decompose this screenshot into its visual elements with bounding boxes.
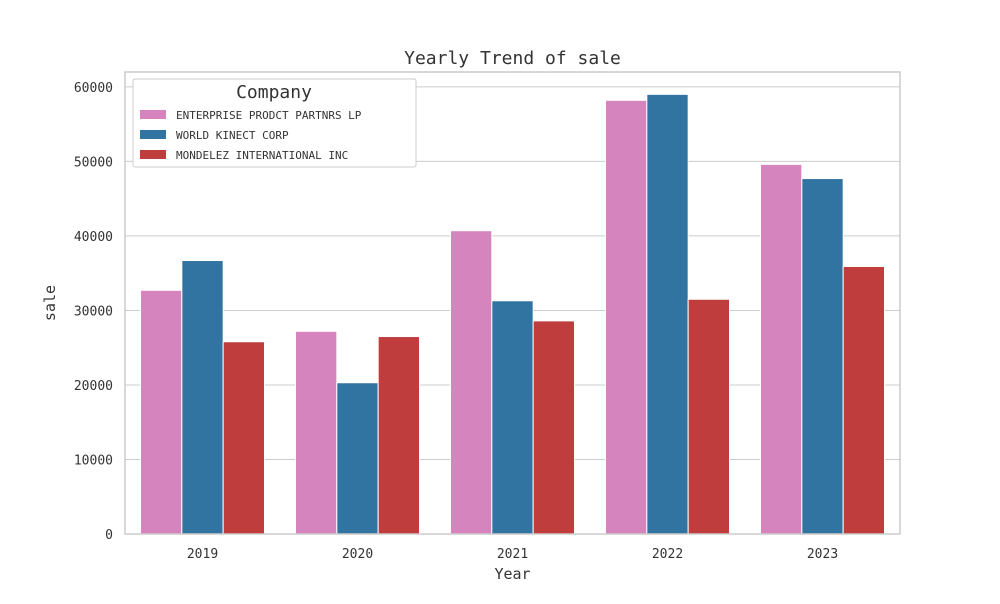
- bar-2021-series-3: [532, 320, 576, 535]
- legend-title: Company: [236, 82, 312, 103]
- y-tick-label: 30000: [74, 304, 113, 319]
- legend-swatch: [140, 150, 166, 159]
- x-tick-labels: 2019 2020 2021 2022 2023: [187, 547, 838, 562]
- chart-title: Yearly Trend of sale: [404, 48, 621, 69]
- bar-2019-series-1: [140, 289, 183, 535]
- bar-2023-series-3: [842, 265, 886, 535]
- legend-swatch: [140, 110, 166, 119]
- x-axis-title: Year: [494, 565, 530, 583]
- bar-2020-series-3: [377, 336, 420, 535]
- legend-items: ENTERPRISE PRODCT PARTNRS LP WORLD KINECT…: [140, 109, 362, 162]
- legend: Company ENTERPRISE PRODCT PARTNRS LP WORL…: [132, 78, 417, 168]
- bar-2019-series-2: [181, 260, 224, 535]
- bar-2022-series-2: [646, 93, 689, 535]
- x-tick-label: 2020: [342, 547, 373, 562]
- plot-frame: [124, 71, 901, 535]
- legend-box: [132, 78, 417, 168]
- y-tick-label: 0: [105, 528, 113, 543]
- legend-label: MONDELEZ INTERNATIONAL INC: [176, 149, 348, 162]
- x-tick-label: 2023: [807, 547, 838, 562]
- bars: [140, 93, 886, 535]
- bar-2021-series-1: [450, 230, 493, 535]
- bar-2022-series-1: [605, 99, 648, 535]
- x-tick-label: 2019: [187, 547, 218, 562]
- bar-2019-series-3: [222, 341, 266, 535]
- y-axis-title: sale: [41, 285, 59, 321]
- bar-2020-series-1: [295, 330, 338, 535]
- legend-label: WORLD KINECT CORP: [176, 129, 289, 142]
- bar-2023-series-1: [760, 163, 803, 535]
- bar-2022-series-3: [687, 298, 731, 535]
- bar-2021-series-2: [491, 300, 534, 535]
- y-tick-label: 10000: [74, 453, 113, 468]
- y-tick-label: 60000: [74, 81, 113, 96]
- y-tick-labels: 0 10000 20000 30000 40000 50000 60000: [74, 81, 113, 543]
- y-tick-label: 50000: [74, 155, 113, 170]
- legend-swatch: [140, 130, 166, 139]
- y-tick-label: 20000: [74, 379, 113, 394]
- legend-label: ENTERPRISE PRODCT PARTNRS LP: [176, 109, 362, 122]
- y-tick-label: 40000: [74, 230, 113, 245]
- bar-2020-series-2: [336, 382, 379, 535]
- x-tick-label: 2021: [497, 547, 528, 562]
- bar-2023-series-2: [801, 178, 844, 535]
- x-tick-label: 2022: [652, 547, 683, 562]
